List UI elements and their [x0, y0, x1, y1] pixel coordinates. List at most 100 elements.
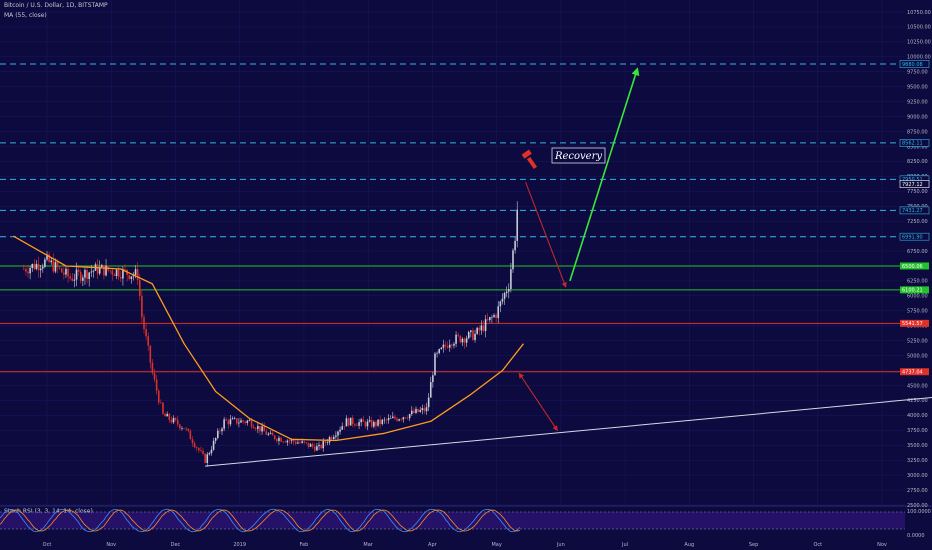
candle-body	[246, 420, 249, 423]
candle-body	[145, 329, 147, 337]
candle-body	[501, 298, 504, 302]
candle-body	[472, 330, 474, 341]
candle-body	[301, 441, 303, 443]
candle-body	[446, 346, 449, 348]
candle-body	[128, 274, 131, 280]
price-tag-label: 5541.57	[902, 321, 923, 327]
candle-body	[442, 344, 445, 348]
candle-body	[385, 419, 388, 421]
candle-body	[440, 347, 443, 350]
candle-body	[425, 407, 428, 412]
price-tag-box	[900, 286, 929, 294]
candle-body	[280, 437, 282, 442]
candle-body	[240, 420, 242, 423]
candle-body	[299, 442, 301, 444]
candle-body	[115, 269, 118, 277]
price-tag-label: 7431.27	[902, 208, 923, 214]
candle-body	[271, 432, 274, 436]
stoch-rsi-panel: 100.0000 0.0000	[0, 505, 932, 539]
time-tick-label: Nov	[106, 542, 116, 548]
price-tick-label: 10250.00	[907, 40, 931, 46]
candle-body	[160, 402, 162, 404]
candle-body	[448, 344, 451, 348]
candle-body	[151, 362, 154, 373]
candle-body	[313, 446, 316, 451]
price-tag-box	[899, 60, 930, 68]
candle-body	[86, 269, 88, 279]
candle-body	[461, 338, 464, 343]
candle-body	[318, 444, 320, 447]
candle-body	[63, 272, 65, 275]
rsi-band	[0, 512, 905, 529]
candle-body	[438, 349, 440, 354]
candle-body	[392, 416, 394, 419]
candle-body	[41, 266, 44, 269]
price-tick-label: 6250.00	[907, 279, 928, 285]
price-tick-label: 4000.00	[907, 413, 928, 419]
time-tick-label: Oct	[813, 542, 822, 548]
candle-body	[166, 413, 168, 417]
price-tick-label: 10000.00	[907, 55, 931, 61]
candle-body	[474, 333, 476, 341]
candle-body	[233, 418, 236, 419]
candle-body	[478, 327, 481, 331]
candle-body	[368, 420, 371, 422]
candle-body	[470, 330, 472, 333]
support-trendline	[205, 396, 932, 467]
candle-body	[79, 271, 82, 281]
candle-body	[377, 419, 379, 426]
candle-body	[347, 418, 350, 426]
candle-body	[335, 435, 337, 437]
candle-body	[44, 259, 46, 267]
candle-body	[259, 425, 261, 432]
candle-body	[103, 265, 105, 276]
candle-body	[436, 353, 438, 354]
candle-body	[71, 278, 74, 281]
candle-body	[60, 268, 63, 273]
price-tick-label: 8500.00	[907, 144, 928, 150]
price-tick-label: 7250.00	[907, 219, 928, 225]
price-axis: 10750.00 10500.00 10250.00 10000.00 9750.00 9…	[907, 10, 931, 509]
candle-body	[168, 413, 171, 420]
candle-body	[495, 315, 497, 319]
candle-body	[307, 442, 310, 447]
candle-body	[206, 454, 209, 463]
time-tick-label: Jul	[621, 542, 628, 548]
candle-body	[252, 426, 255, 429]
projection-arrows	[518, 67, 640, 432]
candle-body	[290, 439, 293, 441]
time-tick-label: Mar	[363, 542, 373, 548]
candle-body	[257, 425, 259, 430]
candle-body	[88, 272, 90, 279]
candle-body	[52, 260, 55, 272]
candle-body	[453, 343, 455, 346]
candle-body	[444, 344, 447, 347]
candle-body	[396, 418, 398, 421]
candle-body	[254, 428, 257, 430]
price-tick-label: 9750.00	[907, 70, 928, 76]
candle-body	[198, 448, 200, 451]
price-tick-label: 4250.00	[907, 398, 928, 404]
candle-body	[153, 372, 156, 380]
candle-body	[212, 440, 215, 450]
candle-body	[189, 430, 192, 440]
rsi-tick-label: 100.0000	[907, 509, 931, 515]
candle-body	[202, 450, 204, 454]
candle-body	[297, 442, 299, 444]
candle-body	[235, 418, 238, 424]
price-tag-box	[900, 262, 929, 270]
price-tag-box	[900, 368, 929, 376]
price-tick-label: 5250.00	[907, 338, 928, 344]
candle-body	[484, 319, 487, 331]
candle-body	[400, 419, 403, 420]
candle-body	[214, 437, 217, 441]
candle-body	[250, 420, 253, 427]
candle-body	[370, 420, 373, 427]
candle-body	[134, 269, 137, 275]
candle-body	[413, 410, 415, 413]
time-tick-label: Jun	[556, 542, 565, 548]
candle-body	[366, 421, 369, 427]
candle-body	[322, 441, 325, 449]
candle-body	[339, 429, 341, 432]
